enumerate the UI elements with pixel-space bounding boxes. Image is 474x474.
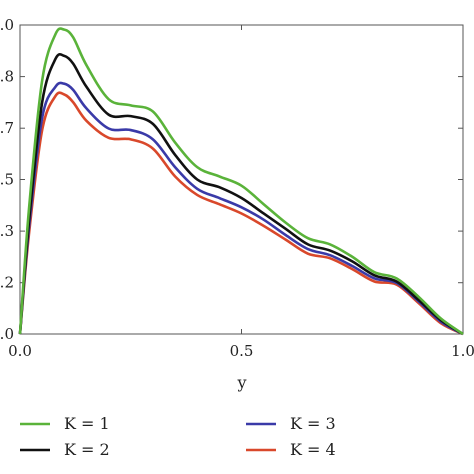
series-lines: [18, 27, 464, 336]
y-tick-label: 0.5: [0, 171, 14, 189]
series-line-k3: [18, 81, 464, 336]
y-tick-label: 0.0: [0, 325, 14, 343]
y-tick-label: 1.0: [0, 16, 14, 34]
legend-label-k3: K = 3: [290, 414, 336, 433]
y-tick-label: 0.7: [0, 119, 14, 137]
legend-label-k1: K = 1: [64, 414, 110, 433]
series-line-k2: [18, 52, 464, 336]
y-tick-label: 0.2: [0, 274, 14, 292]
series-line-k4: [18, 91, 464, 336]
y-tick-label: 0.3: [0, 222, 14, 240]
series-line-k1: [18, 27, 464, 336]
plot-frame: [19, 24, 464, 335]
x-axis-label: y: [236, 373, 246, 392]
legend-label-k2: K = 2: [64, 440, 110, 459]
plot-border: [19, 24, 464, 335]
y-tick-label: 0.8: [0, 68, 14, 86]
x-axis-ticks: 0.0 0.5 1.0: [8, 25, 474, 360]
x-tick-label: 0.5: [230, 342, 254, 360]
x-tick-label: 1.0: [451, 342, 474, 360]
y-axis-ticks: 0.0 0.2 0.3 0.5 0.7 0.8 1.0: [0, 16, 463, 343]
legend: K = 1 K = 2 K = 3 K = 4: [20, 414, 336, 459]
x-tick-label: 0.0: [8, 342, 32, 360]
legend-label-k4: K = 4: [290, 440, 336, 459]
